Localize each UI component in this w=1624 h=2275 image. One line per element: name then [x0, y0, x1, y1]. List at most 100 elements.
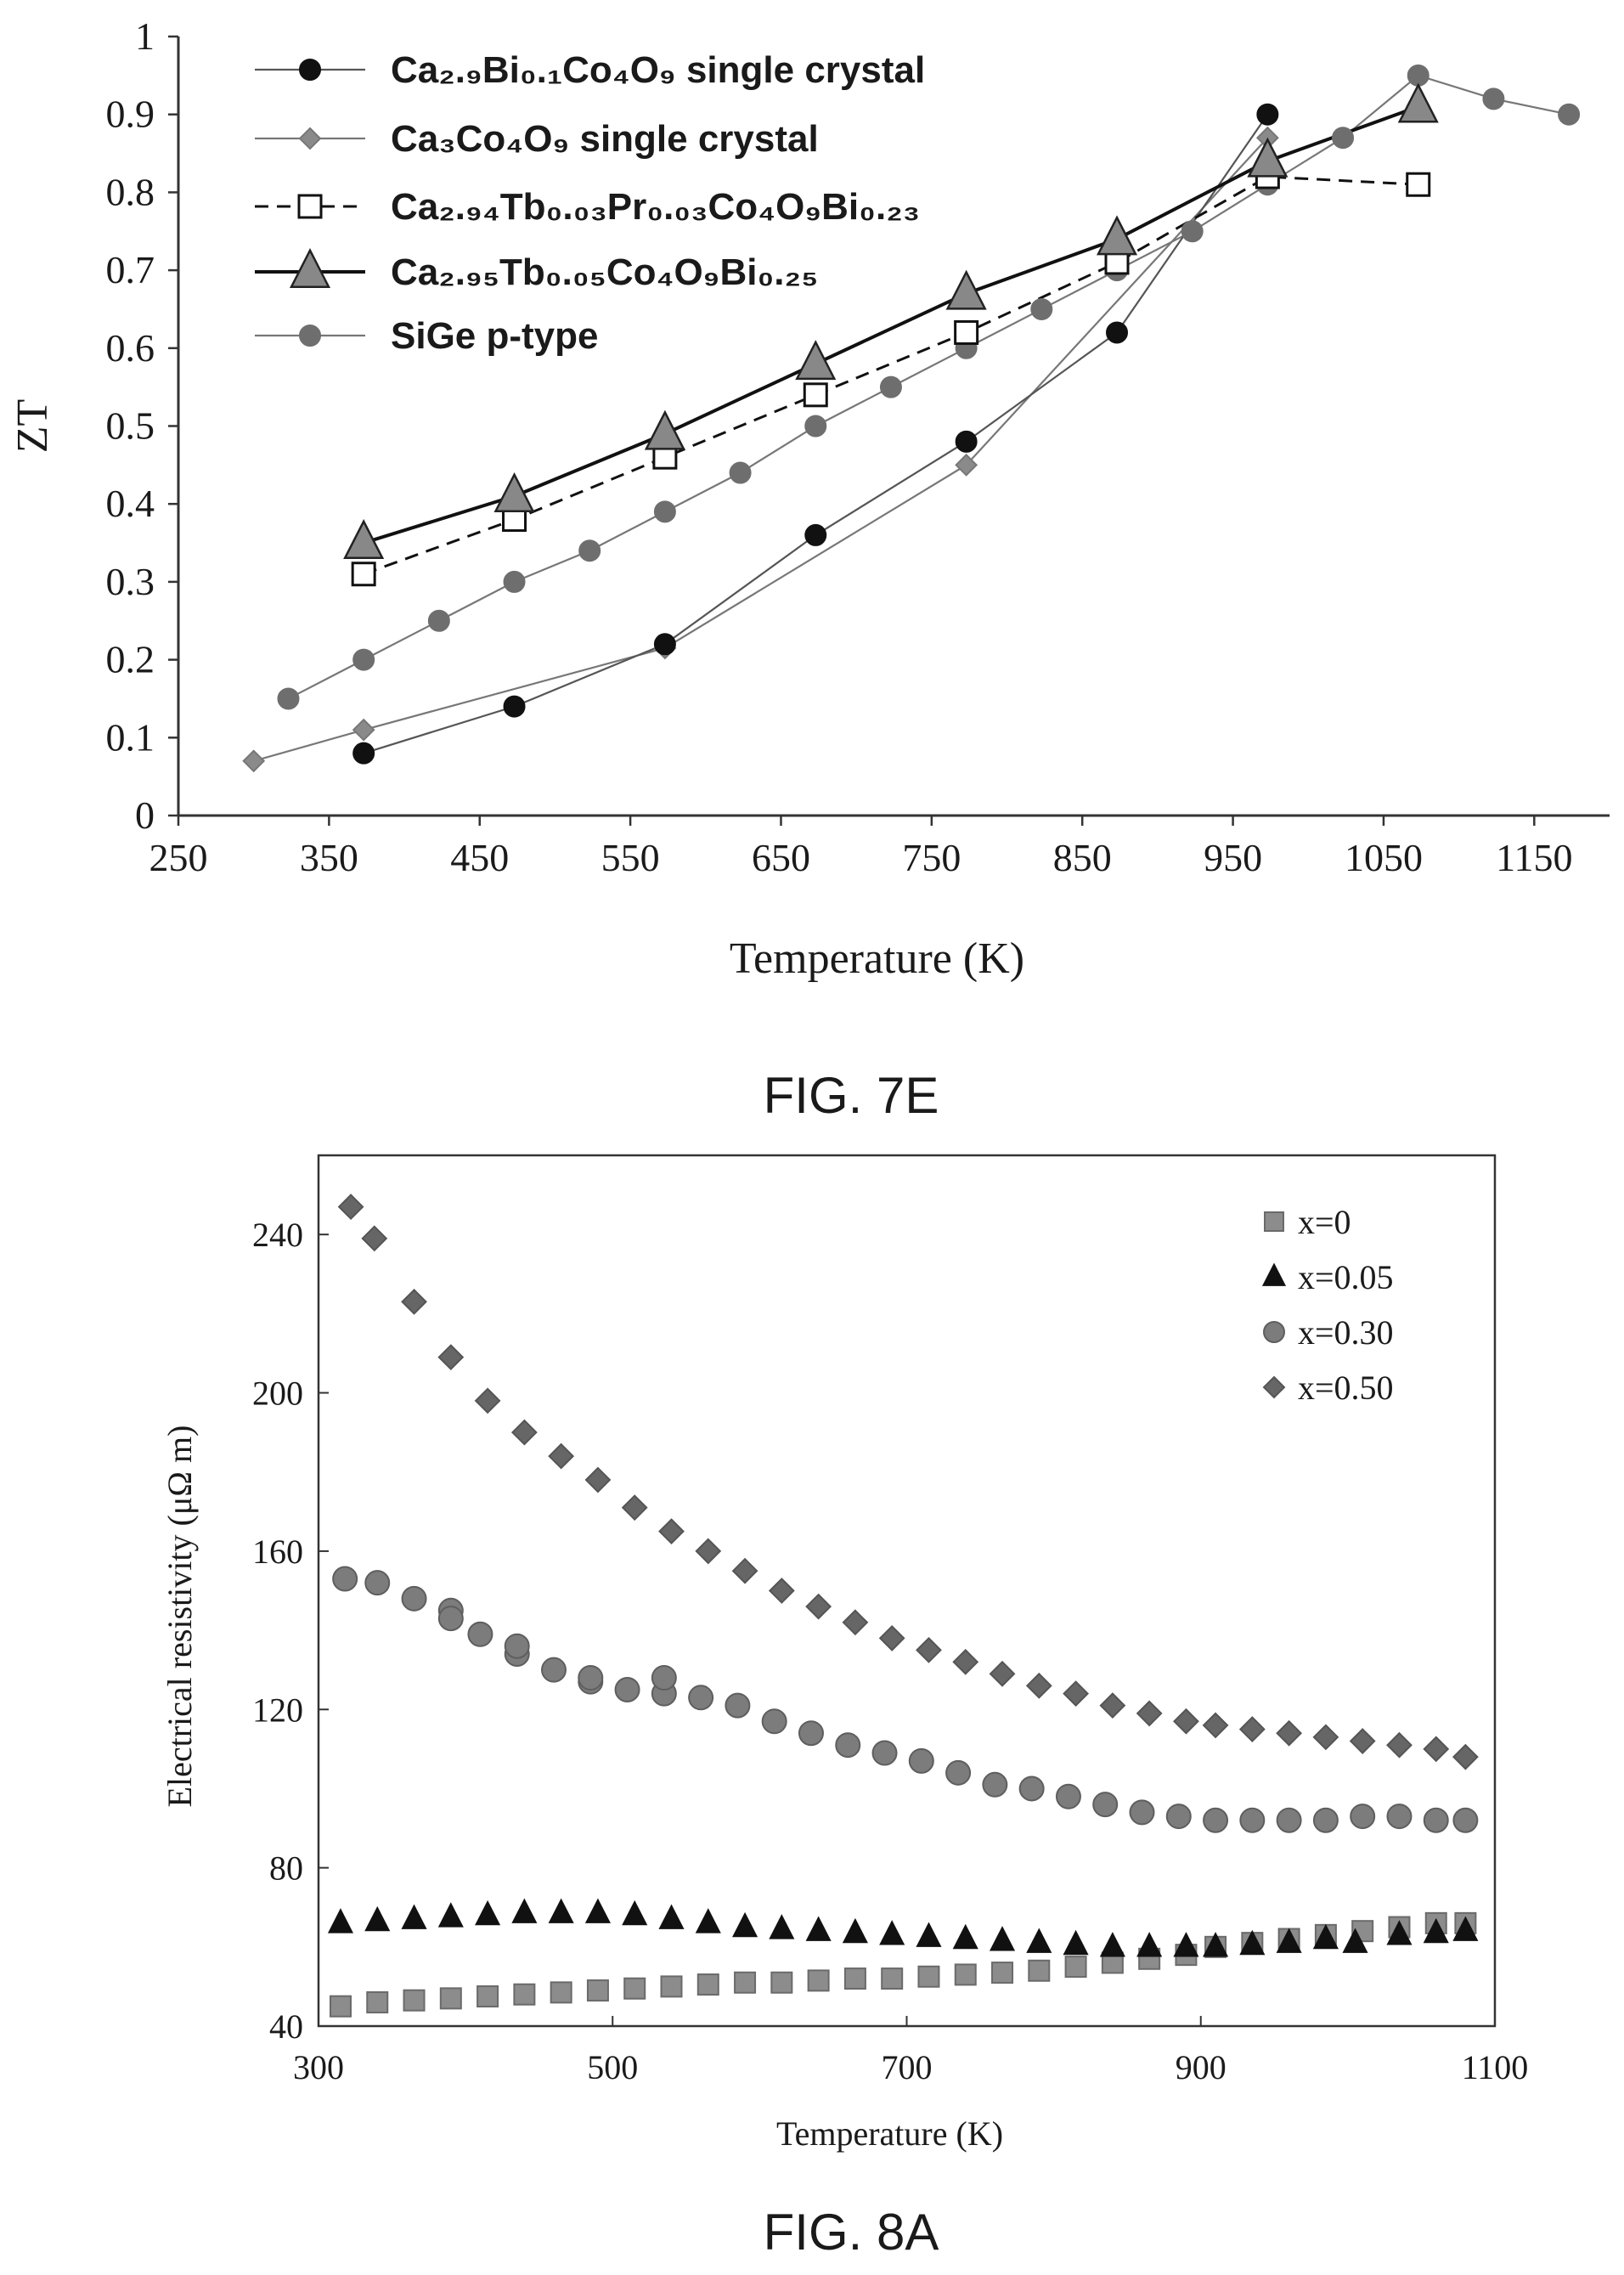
y-axis-title: ZT: [8, 399, 57, 454]
x-tick-label: 350: [300, 836, 358, 879]
data-point: [1558, 103, 1581, 126]
data-point: [623, 1977, 646, 2000]
data-point: [511, 1898, 538, 1923]
data-point: [1099, 1692, 1126, 1719]
series-points: [242, 64, 1581, 773]
data-point: [917, 1965, 940, 1988]
y-tick-label: 200: [252, 1375, 303, 1413]
legend-label: Ca₂.₉Bi₀.₁Co₄O₉ single crystal: [391, 49, 925, 91]
y-tick-label: 0.7: [106, 248, 155, 291]
data-point: [916, 1636, 942, 1663]
y-tick-label: 0.9: [106, 93, 155, 136]
data-point: [945, 269, 987, 310]
data-point: [695, 1538, 722, 1565]
y-tick-label: 120: [252, 1691, 303, 1729]
data-point: [1452, 1743, 1479, 1770]
data-point: [1276, 1807, 1302, 1833]
data-point: [991, 1962, 1014, 1984]
legend-marker: [299, 59, 321, 81]
data-point: [1063, 1929, 1089, 1956]
data-point: [332, 1566, 358, 1592]
data-point: [329, 1995, 352, 2018]
legend-marker: [1264, 1211, 1284, 1232]
data-point: [1312, 1724, 1339, 1751]
data-point: [804, 415, 827, 438]
data-point: [364, 1905, 391, 1932]
data-point: [476, 1985, 499, 2008]
y-tick-label: 0.2: [106, 638, 155, 681]
data-point: [503, 695, 526, 718]
legend-label: x=0.30: [1298, 1313, 1394, 1352]
data-point: [1452, 1916, 1479, 1941]
y-tick-label: 160: [252, 1533, 303, 1571]
data-point: [731, 1557, 758, 1584]
data-point: [954, 1963, 977, 1986]
data-point: [1203, 1932, 1229, 1957]
zt-chart: 0 0.1 0.2 0.3 0.4 0.5 0.6 0.7 0.8 0.9 1 250 350 450 5…: [8, 14, 1610, 983]
data-point: [327, 1908, 354, 1933]
data-point: [696, 1973, 719, 1996]
data-point: [651, 1665, 677, 1691]
x-ticks: 300 500 700 900 1100: [293, 2016, 1528, 2086]
data-point: [1092, 1792, 1119, 1818]
series-points: [327, 1194, 1479, 2018]
data-point: [1397, 82, 1439, 123]
data-point: [1423, 1736, 1450, 1763]
data-point: [734, 1971, 757, 1994]
data-point: [437, 1344, 465, 1371]
x-tick-label: 850: [1053, 836, 1112, 879]
data-point: [653, 500, 676, 523]
data-point: [366, 1991, 389, 2014]
series-line: [287, 74, 1570, 700]
x-tick-label: 450: [450, 836, 509, 879]
legend-label: x=0.50: [1298, 1369, 1394, 1407]
data-point: [578, 1665, 604, 1691]
data-point: [842, 1609, 869, 1636]
data-point: [688, 1685, 714, 1711]
data-point: [584, 1898, 611, 1923]
data-point: [954, 319, 979, 345]
data-point: [1181, 220, 1204, 243]
y-tick-label: 1: [135, 14, 155, 58]
series-line: [363, 175, 1418, 576]
data-point: [1256, 103, 1279, 126]
data-point: [1423, 1917, 1449, 1944]
data-point: [504, 1633, 530, 1659]
y-tick-label: 40: [269, 2007, 303, 2046]
data-point: [437, 1606, 464, 1632]
x-tick-label: 900: [1176, 2048, 1226, 2086]
legend-marker: [289, 247, 331, 288]
x-axis-title: Temperature (K): [776, 2114, 1003, 2153]
data-point: [437, 1902, 464, 1928]
data-point: [1349, 1728, 1376, 1754]
x-axis-title: Temperature (K): [730, 934, 1024, 983]
x-tick-label: 1150: [1496, 836, 1572, 879]
data-point: [842, 1917, 868, 1944]
y-tick-label: 0.5: [106, 404, 155, 448]
data-point: [768, 1578, 795, 1604]
data-point: [1030, 297, 1053, 320]
data-point: [916, 1922, 942, 1947]
data-point: [401, 1904, 427, 1929]
data-point: [578, 539, 601, 562]
legend-label: Ca₃Co₄O₉ single crystal: [391, 118, 819, 160]
data-point: [871, 1740, 898, 1766]
data-point: [1028, 1959, 1051, 1982]
legend-label: x=0: [1298, 1203, 1351, 1241]
data-point: [586, 1979, 609, 2002]
data-point: [1386, 1731, 1413, 1758]
legend: Ca₂.₉Bi₀.₁Co₄O₉ single crystal Ca₃Co₄O₉ s…: [255, 49, 925, 357]
data-point: [1406, 172, 1431, 197]
data-point: [1202, 1712, 1229, 1739]
y-tick-label: 0.1: [106, 715, 155, 759]
y-tick-label: 240: [252, 1216, 303, 1254]
data-point: [653, 633, 676, 656]
data-point: [989, 1926, 1016, 1951]
data-point: [1025, 1672, 1052, 1699]
data-point: [1350, 1804, 1376, 1830]
data-point: [807, 1969, 830, 1992]
data-point: [982, 1771, 1008, 1798]
data-point: [1276, 1719, 1303, 1747]
